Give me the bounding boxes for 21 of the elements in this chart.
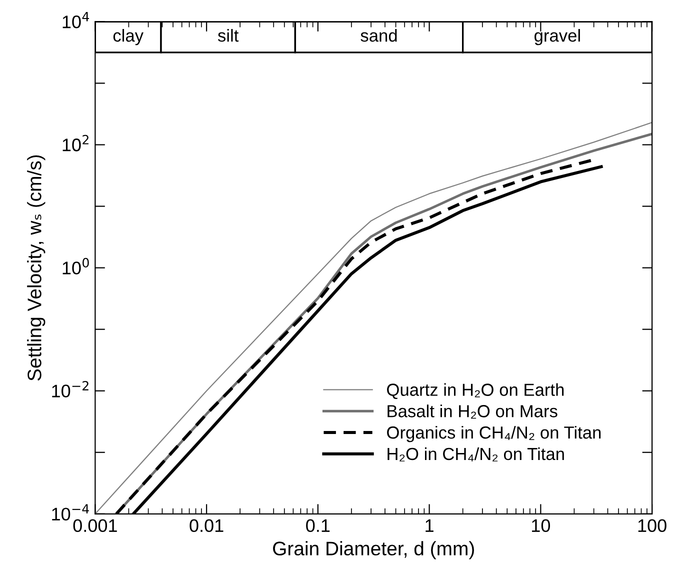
x-tick-label: 0.01	[190, 519, 224, 532]
y-tick-label: 10$^{2}$	[62, 134, 88, 152]
band-label: gravel	[534, 28, 580, 46]
x-tick-label: 100	[638, 519, 666, 532]
legend-label: Organics in CH₄/N₂ on Titan	[387, 426, 601, 442]
y-tick-label: 10$^{−2}$	[52, 380, 88, 398]
band-label: sand	[360, 28, 397, 42]
x-tick-label: 0.1	[306, 519, 330, 532]
band-label: clay	[113, 28, 144, 46]
x-tick-label: 10	[532, 519, 550, 532]
legend-label: H₂O in CH₄/N₂ on Titan	[388, 447, 564, 462]
y-tick-label: 10$^{0}$	[62, 258, 89, 274]
x-tick-label: 0.001	[73, 519, 117, 532]
x-tick-label: 1	[426, 519, 434, 532]
legend-label: Basalt in H₂O on Mars	[388, 404, 558, 419]
legend-label: Quartz in H₂O on Earth	[387, 383, 564, 400]
band-label: silt	[218, 28, 239, 42]
x-axis-title: Grain Diameter, d (mm)	[273, 541, 474, 560]
y-tick-label: 10$^{4}$	[62, 12, 90, 28]
y-axis-title: Settling Velocity, wₛ (cm/s)	[27, 155, 46, 381]
y-tick-label: 10$^{−4}$	[52, 504, 89, 520]
